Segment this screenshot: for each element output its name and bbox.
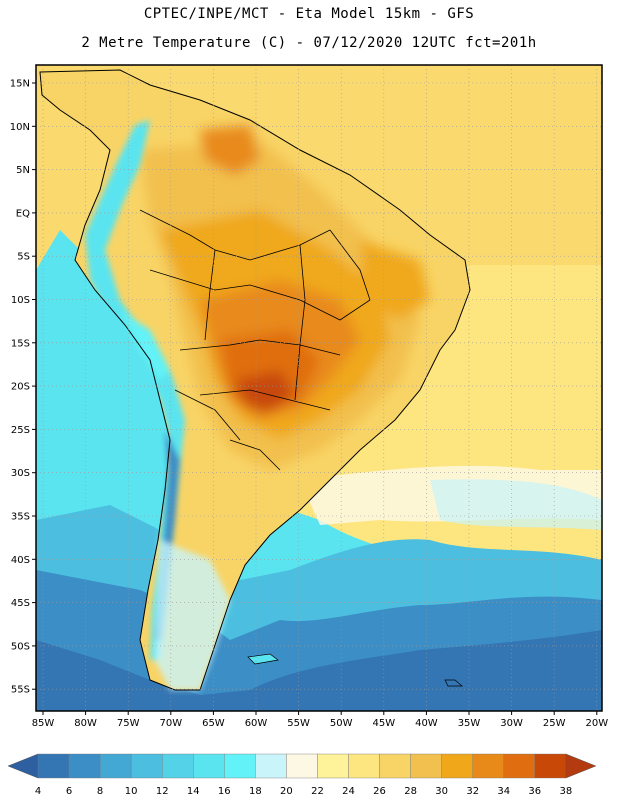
lon-label: 20W bbox=[585, 718, 608, 729]
lat-label: 50S bbox=[11, 641, 30, 652]
colorbar-label: 28 bbox=[404, 786, 417, 797]
colorbar-label: 12 bbox=[156, 786, 169, 797]
lon-label: 35W bbox=[458, 718, 481, 729]
colorbar-swatch bbox=[255, 753, 287, 779]
lon-label: 25W bbox=[543, 718, 566, 729]
colorbar-swatch bbox=[99, 753, 132, 779]
colorbar-label: 4 bbox=[35, 786, 41, 797]
colorbar-high-arrow bbox=[565, 753, 597, 779]
colorbar-swatch bbox=[379, 753, 411, 779]
colorbar-label: 18 bbox=[249, 786, 262, 797]
lon-label: 40W bbox=[415, 718, 438, 729]
colorbar-swatch bbox=[224, 753, 256, 779]
lat-label: 15N bbox=[10, 79, 30, 90]
colorbar-swatch bbox=[441, 753, 473, 779]
lon-label: 75W bbox=[117, 718, 140, 729]
colorbar-swatch bbox=[37, 753, 70, 779]
lat-label: 45S bbox=[11, 598, 30, 609]
colorbar-swatch bbox=[348, 753, 380, 779]
map-frame bbox=[35, 64, 603, 712]
lat-label: 15S bbox=[11, 338, 30, 349]
colorbar-label: 8 bbox=[97, 786, 103, 797]
colorbar-label: 26 bbox=[373, 786, 386, 797]
lat-label: 10N bbox=[10, 122, 30, 133]
colorbar: 4 6 8 10 12 14 16 18 20 22 24 26 28 30 32 34 36 38 bbox=[7, 753, 597, 797]
colorbar-swatch bbox=[503, 753, 535, 779]
colorbar-swatch bbox=[68, 753, 101, 779]
colorbar-swatch bbox=[161, 753, 194, 779]
colorbar-label: 6 bbox=[66, 786, 72, 797]
colorbar-label: 36 bbox=[528, 786, 541, 797]
longitude-axis: 85W 80W 75W 70W 65W 60W 55W 50W 45W 40W 35W 30W 25W 2… bbox=[32, 711, 608, 729]
lon-label: 55W bbox=[287, 718, 310, 729]
lat-label: 55S bbox=[11, 685, 30, 696]
lat-label: 10S bbox=[11, 295, 30, 306]
map-title: CPTEC/INPE/MCT - Eta Model 15km - GFS bbox=[143, 6, 475, 22]
colorbar-label: 38 bbox=[559, 786, 572, 797]
lat-label: 5S bbox=[17, 252, 30, 263]
colorbar-label: 30 bbox=[435, 786, 448, 797]
lon-label: 60W bbox=[245, 718, 268, 729]
lon-label: 85W bbox=[32, 718, 55, 729]
colorbar-label: 22 bbox=[311, 786, 324, 797]
colorbar-swatch bbox=[410, 753, 442, 779]
colorbar-low-arrow bbox=[7, 753, 39, 779]
colorbar-label: 32 bbox=[466, 786, 479, 797]
colorbar-swatch bbox=[534, 753, 567, 779]
colorbar-label: 16 bbox=[218, 786, 231, 797]
colorbar-label: 10 bbox=[125, 786, 138, 797]
colorbar-swatch bbox=[286, 753, 318, 779]
lat-label: 5N bbox=[16, 165, 30, 176]
lon-label: 70W bbox=[159, 718, 182, 729]
map-subtitle: 2 Metre Temperature (C) - 07/12/2020 12U… bbox=[81, 35, 537, 51]
latitude-axis: 15N 10N 5N EQ 5S 10S 15S 20S 25S 30S 35S 40S 45S 50S 5… bbox=[10, 79, 36, 696]
lon-label: 45W bbox=[372, 718, 395, 729]
lon-label: 80W bbox=[74, 718, 97, 729]
temperature-field bbox=[36, 65, 602, 711]
colorbar-swatch bbox=[193, 753, 225, 779]
colorbar-swatch bbox=[130, 753, 163, 779]
lat-label: EQ bbox=[16, 208, 30, 219]
lat-label: 35S bbox=[11, 512, 30, 523]
colorbar-label: 24 bbox=[342, 786, 355, 797]
lat-label: 30S bbox=[11, 468, 30, 479]
lat-label: 40S bbox=[11, 555, 30, 566]
lon-label: 30W bbox=[500, 718, 523, 729]
colorbar-label: 14 bbox=[187, 786, 200, 797]
colorbar-label: 20 bbox=[280, 786, 293, 797]
lon-label: 65W bbox=[202, 718, 225, 729]
colorbar-label: 34 bbox=[497, 786, 510, 797]
lat-label: 25S bbox=[11, 425, 30, 436]
lon-label: 50W bbox=[330, 718, 353, 729]
colorbar-swatch bbox=[472, 753, 504, 779]
colorbar-swatch bbox=[317, 753, 349, 779]
lat-label: 20S bbox=[11, 382, 30, 393]
